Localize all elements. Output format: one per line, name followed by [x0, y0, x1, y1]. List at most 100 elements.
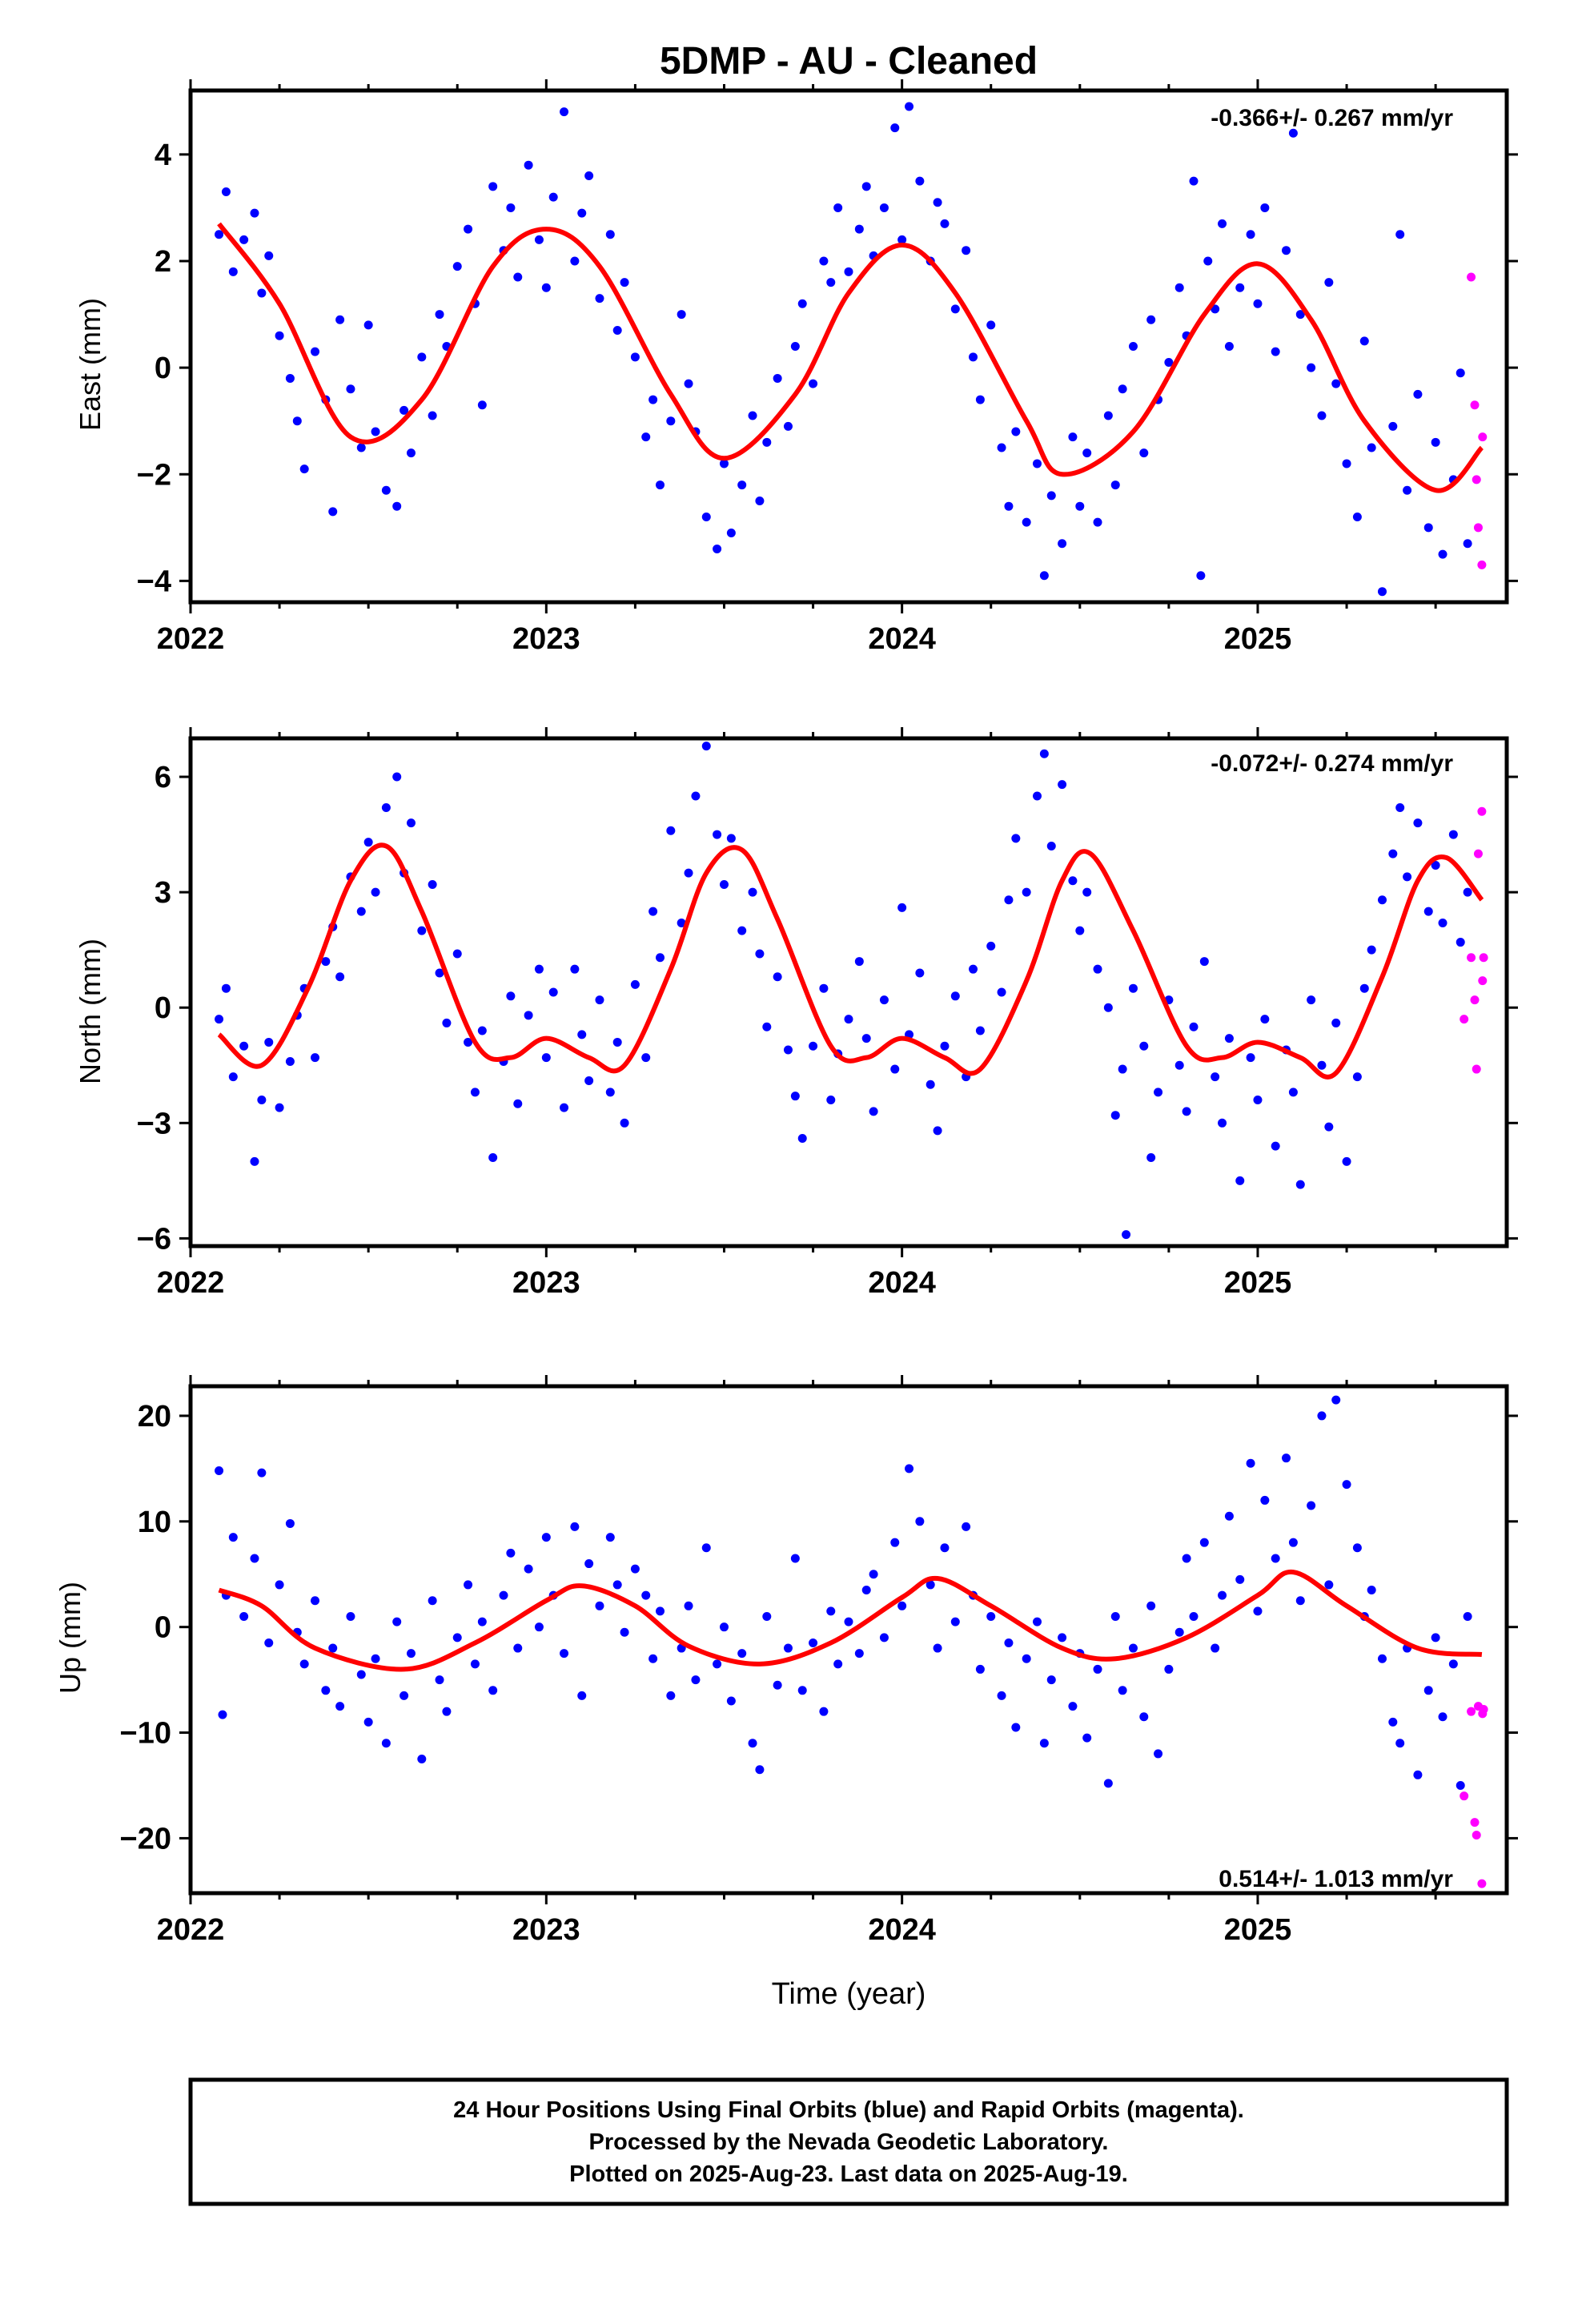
up-final-point [321, 1686, 331, 1695]
north-final-point [1463, 887, 1472, 897]
up-final-point [524, 1564, 533, 1574]
east-final-point [228, 267, 238, 276]
north-final-point [1218, 1118, 1227, 1128]
north-rate-label: -0.072+/- 0.274 mm/yr [1211, 750, 1453, 777]
north-final-point [250, 1156, 259, 1166]
up-rapid-point [1470, 1818, 1480, 1827]
up-final-point [218, 1710, 227, 1719]
north-final-point [1110, 1111, 1120, 1120]
east-y-tick-label: 0 [155, 352, 171, 385]
east-final-point [854, 224, 864, 234]
east-final-point [975, 395, 985, 404]
footer-line-2: Processed by the Nevada Geodetic Laborat… [589, 2129, 1109, 2155]
north-final-point [1317, 1060, 1327, 1070]
north-final-point [1253, 1095, 1263, 1104]
east-final-point [701, 513, 711, 521]
up-final-point [797, 1686, 807, 1695]
up-final-point [1324, 1580, 1334, 1590]
up-final-point [819, 1707, 829, 1716]
up-fit-curve [218, 1570, 1483, 1672]
up-final-point [534, 1622, 544, 1632]
north-final-point [570, 964, 580, 974]
north-final-point [797, 1134, 807, 1144]
north-y-tick-label: −6 [137, 1222, 171, 1256]
east-final-point [264, 251, 274, 260]
up-final-point [311, 1596, 320, 1606]
north-final-point [641, 1053, 651, 1063]
east-final-point [1032, 459, 1042, 468]
north-final-point [1388, 849, 1398, 858]
east-final-point [605, 230, 615, 239]
up-final-point [844, 1617, 853, 1626]
north-final-point [1307, 995, 1316, 1005]
east-final-point [1203, 256, 1213, 266]
up-final-point [400, 1691, 409, 1700]
up-final-point [656, 1606, 665, 1616]
up-final-point [1118, 1686, 1127, 1695]
north-final-point [1093, 964, 1102, 974]
east-final-point [392, 501, 402, 511]
north-final-point [1068, 876, 1078, 886]
east-final-point [861, 182, 871, 191]
north-final-point [1403, 872, 1412, 882]
east-final-point [755, 497, 765, 506]
east-final-point [524, 160, 533, 170]
north-final-point [1271, 1141, 1280, 1151]
east-final-point [400, 405, 409, 415]
up-final-point [691, 1675, 701, 1685]
east-final-point [534, 235, 544, 244]
east-y-tick-label: 4 [155, 139, 171, 172]
up-final-point [737, 1649, 747, 1659]
footer-box [188, 2077, 1509, 2206]
east-final-point [997, 443, 1006, 452]
chart-title: 5DMP - AU - Cleaned [660, 40, 1038, 82]
up-final-point [854, 1649, 864, 1659]
north-rapid-point [1478, 976, 1488, 986]
east-final-point [452, 262, 462, 271]
east-final-point [541, 283, 551, 292]
east-final-point [1196, 571, 1206, 581]
up-y-tick-label: 0 [155, 1611, 171, 1645]
up-final-point [1154, 1749, 1163, 1759]
up-rapid-point [1479, 1705, 1488, 1715]
north-x-tick-label: 2022 [157, 1266, 225, 1300]
north-final-point [1004, 895, 1014, 905]
east-final-point [1388, 421, 1398, 431]
up-x-tick-label: 2023 [512, 1913, 580, 1947]
east-final-point [1058, 539, 1067, 549]
north-final-point [1448, 830, 1458, 839]
north-final-point [773, 972, 782, 982]
east-final-point [356, 443, 366, 452]
up-final-point [861, 1586, 871, 1595]
east-final-point [548, 192, 558, 202]
up-final-point [713, 1659, 722, 1669]
east-final-point [1139, 448, 1149, 458]
north-final-point [844, 1015, 853, 1024]
north-final-point [506, 991, 516, 1001]
east-final-point [648, 395, 658, 404]
north-final-point [1189, 1022, 1199, 1031]
east-final-point [1367, 443, 1376, 452]
up-final-point [719, 1622, 729, 1632]
east-x-tick-label: 2024 [868, 622, 936, 656]
east-final-point [221, 187, 231, 196]
north-final-point [975, 1026, 985, 1035]
up-final-point [381, 1739, 391, 1748]
up-final-point [1146, 1601, 1156, 1610]
east-final-point [275, 331, 284, 340]
east-final-point [773, 373, 782, 383]
north-final-point [363, 838, 373, 847]
north-final-point [809, 1041, 818, 1051]
east-final-point [371, 427, 380, 436]
north-final-point [1367, 945, 1376, 955]
up-final-point [215, 1466, 224, 1475]
up-final-point [570, 1522, 580, 1531]
up-axis-label: Up (mm) [54, 1582, 86, 1694]
up-final-point [406, 1649, 416, 1659]
north-final-point [1128, 983, 1138, 993]
up-final-point [1423, 1686, 1433, 1695]
east-final-point [737, 480, 747, 490]
up-final-point [1182, 1554, 1191, 1563]
east-final-point [584, 171, 594, 180]
north-final-point [264, 1037, 274, 1047]
